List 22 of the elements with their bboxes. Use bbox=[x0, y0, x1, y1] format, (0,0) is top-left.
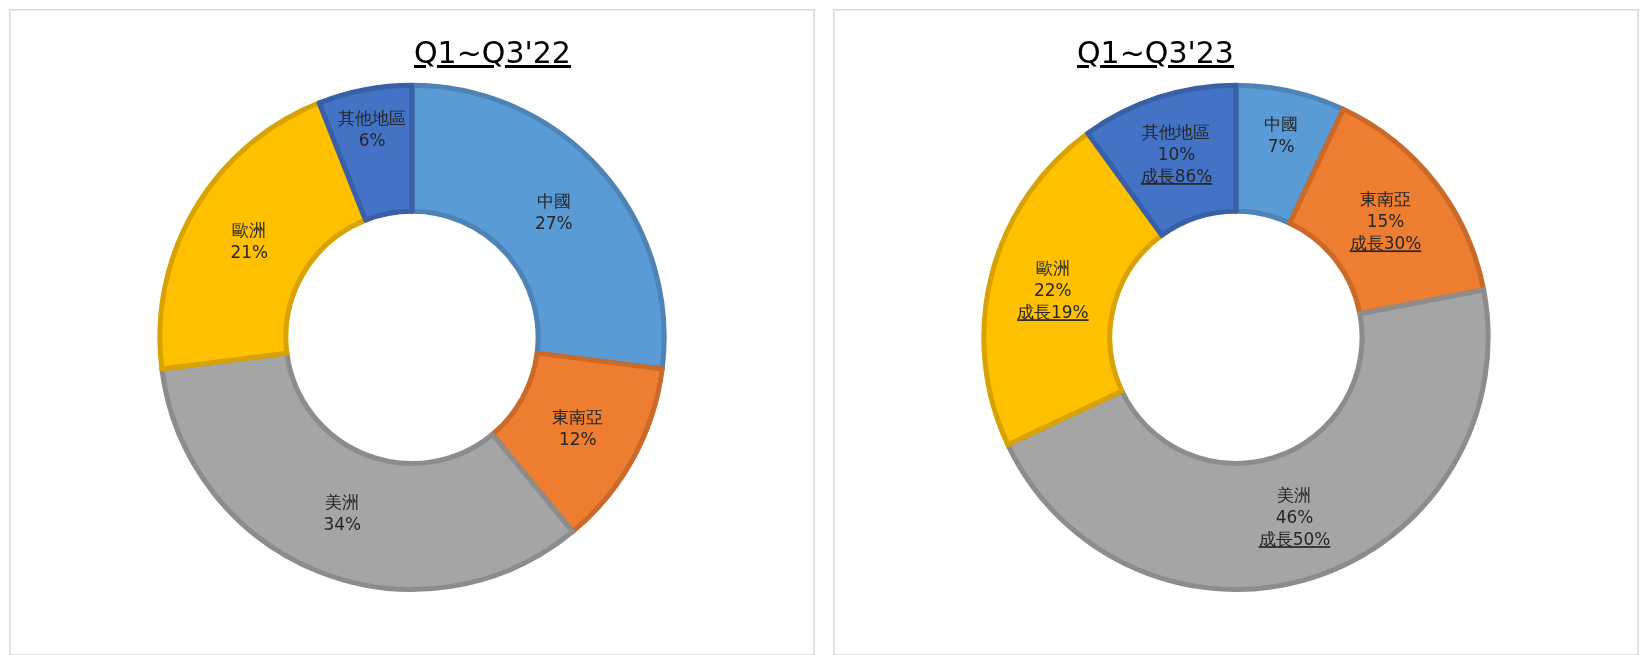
slice-label: 東南亞 bbox=[552, 407, 604, 428]
data-label: 46% 成長50% bbox=[1258, 507, 1331, 550]
data-label: 7% bbox=[1267, 136, 1295, 157]
data-label: 15% 成長30% bbox=[1349, 211, 1422, 254]
data-label: 22% 成長19% bbox=[1017, 280, 1089, 323]
slice-label: 歐洲 bbox=[1035, 258, 1070, 279]
slice-label: 其他地區 bbox=[1142, 122, 1211, 143]
data-label: 12% bbox=[558, 429, 597, 450]
chart-title: Q1~Q3'23 bbox=[1077, 35, 1234, 70]
data-label: 34% bbox=[323, 514, 362, 535]
slice-label: 歐洲 bbox=[232, 220, 267, 241]
slice-label: 美洲 bbox=[325, 492, 360, 513]
chart-title: Q1~Q3'22 bbox=[414, 35, 571, 70]
slice-label: 中國 bbox=[536, 191, 571, 212]
slice-label: 其他地區 bbox=[338, 107, 407, 128]
data-label: 27% bbox=[535, 213, 573, 234]
data-label: 10% 成長86% bbox=[1140, 144, 1213, 187]
slice-label: 美洲 bbox=[1277, 485, 1312, 506]
slice-label: 東南亞 bbox=[1359, 189, 1411, 210]
data-label: 6% bbox=[358, 129, 386, 150]
slice-label: 中國 bbox=[1264, 114, 1299, 135]
data-label: 21% bbox=[230, 242, 268, 263]
